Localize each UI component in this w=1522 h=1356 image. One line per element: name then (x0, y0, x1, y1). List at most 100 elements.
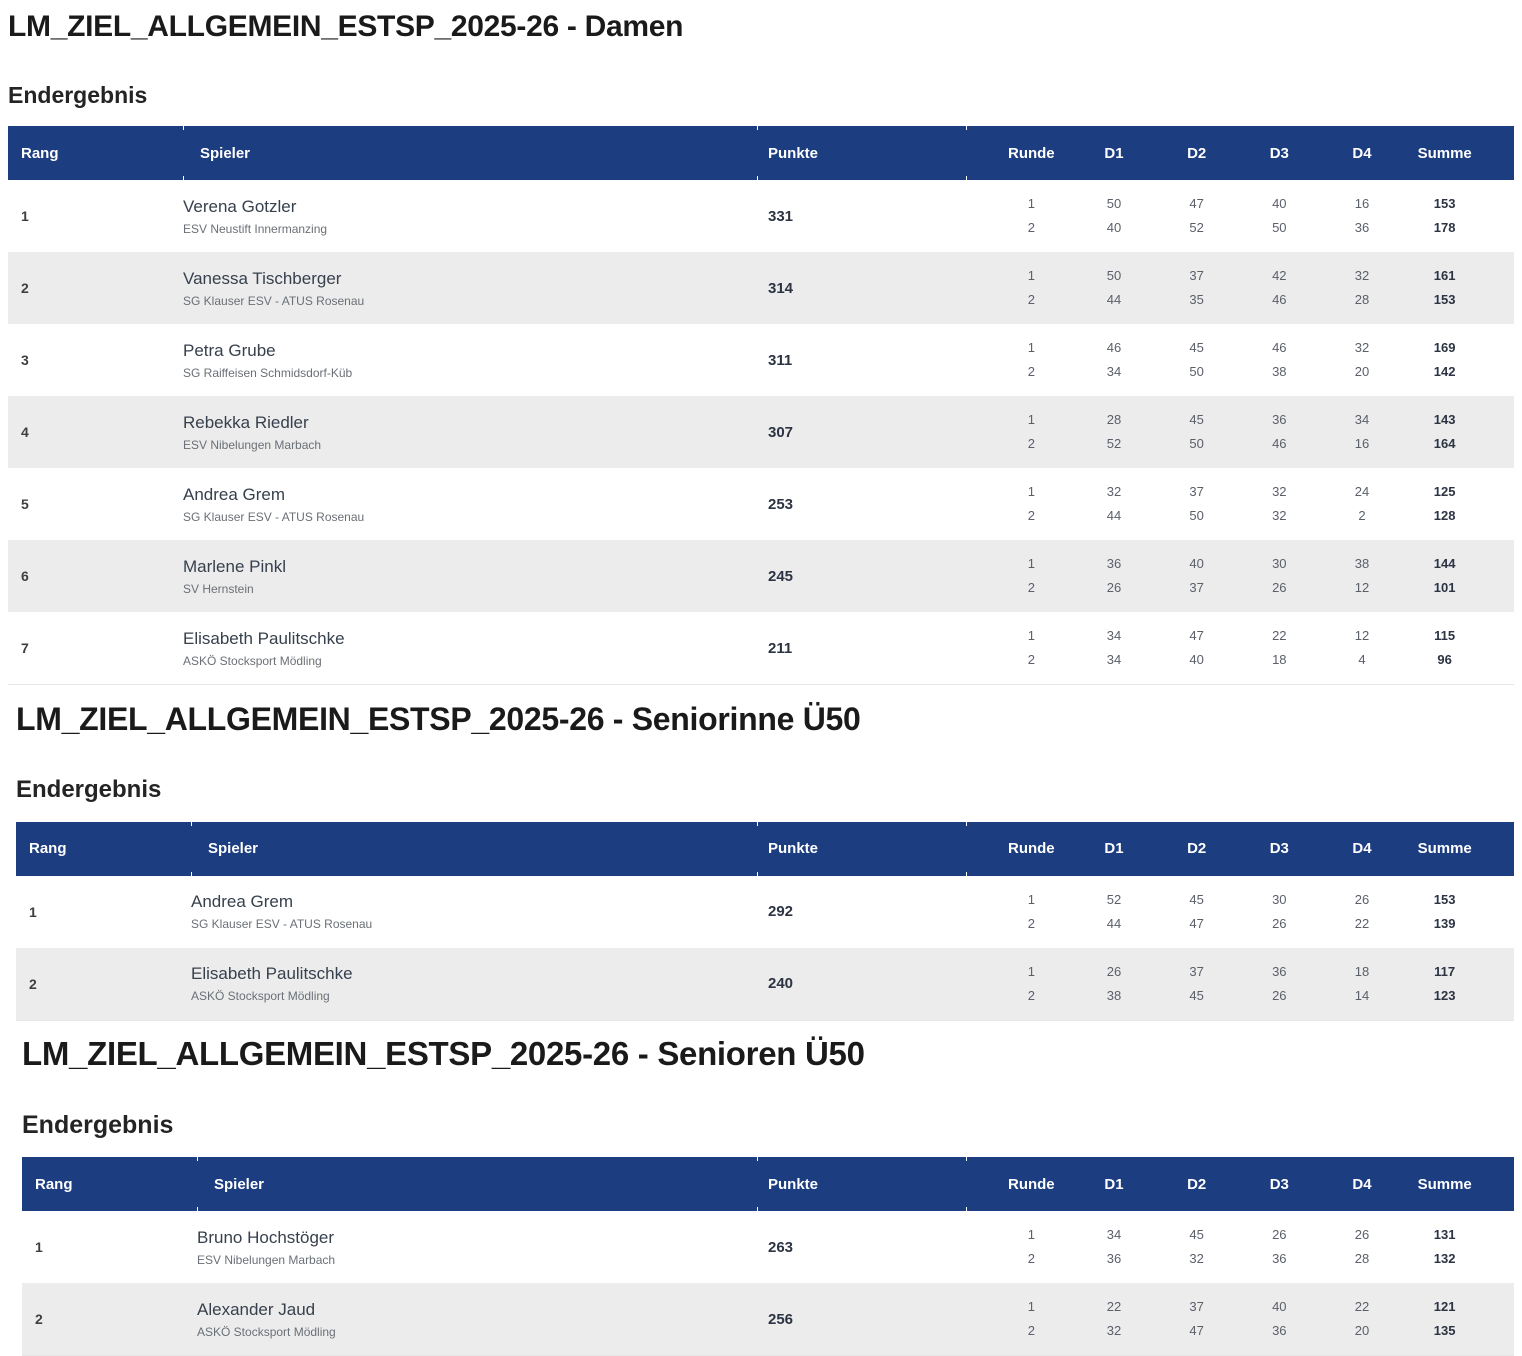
runde-value: 1 (1027, 556, 1035, 572)
column-header-punkte: Punkte (757, 1157, 966, 1212)
d3-value: 40 (1272, 1299, 1287, 1315)
results-page: LM_ZIEL_ALLGEMEIN_ESTSP_2025-26 - Damen … (0, 8, 1522, 1356)
d3-value: 46 (1272, 292, 1287, 308)
runde-value: 1 (1027, 1227, 1035, 1243)
final-result-heading: Endergebnis (8, 81, 148, 108)
column-header-summe: Summe (1417, 144, 1472, 162)
d1-value: 40 (1106, 220, 1122, 236)
d3-value: 26 (1272, 915, 1287, 931)
runde-value: 1 (1027, 196, 1035, 212)
runde-value: 2 (1027, 652, 1035, 668)
column-header-d2: D2 (1187, 144, 1207, 162)
d3-value: 26 (1272, 1227, 1287, 1243)
player-name: Petra Grube (183, 340, 276, 360)
d2-value: 45 (1189, 412, 1204, 428)
d1-value: 46 (1106, 340, 1122, 356)
d1-value: 50 (1106, 268, 1122, 284)
summe-value: 144 (1433, 556, 1456, 572)
d3-value: 36 (1272, 963, 1287, 979)
d3-value: 22 (1272, 628, 1287, 644)
player-name: Vanessa Tischberger (183, 268, 342, 288)
d3-value: 26 (1272, 580, 1287, 596)
rank-cell: 7 (21, 640, 29, 657)
column-header-punkte: Punkte (757, 821, 966, 876)
column-header-rang: Rang (21, 144, 59, 162)
summe-value: 153 (1433, 196, 1456, 212)
summe-value: 132 (1433, 1251, 1456, 1267)
d2-value: 47 (1189, 628, 1204, 644)
d4-value: 2 (1358, 508, 1366, 524)
d1-value: 34 (1106, 364, 1122, 380)
d2-value: 50 (1189, 364, 1204, 380)
d2-value: 37 (1189, 1299, 1204, 1315)
runde-value: 2 (1027, 1251, 1035, 1267)
d4-value: 12 (1354, 628, 1370, 644)
points-cell: 211 (768, 639, 793, 657)
column-header-spieler: Spieler (197, 1157, 757, 1212)
column-header-spieler: Spieler (191, 821, 757, 876)
rank-cell: 6 (21, 568, 29, 585)
table-row: 7 Elisabeth Paulitschke ASKÖ Stocksport … (8, 612, 1514, 684)
runde-value: 2 (1027, 580, 1035, 596)
rounds-cell: 1 50 37 42 32 161 2 44 35 46 28 153 (966, 258, 1514, 318)
d3-value: 32 (1272, 484, 1287, 500)
summe-value: 117 (1434, 963, 1456, 979)
d1-value: 32 (1106, 484, 1122, 500)
d2-value: 37 (1189, 580, 1204, 596)
rank-cell: 2 (21, 280, 29, 297)
d2-value: 45 (1189, 340, 1204, 356)
d1-value: 26 (1106, 963, 1122, 979)
rank-cell: 4 (21, 424, 29, 441)
d1-value: 32 (1106, 1323, 1122, 1339)
d3-value: 40 (1272, 196, 1287, 212)
d3-value: 30 (1272, 556, 1287, 572)
d4-value: 16 (1354, 436, 1370, 452)
d1-value: 36 (1106, 556, 1122, 572)
d1-value: 52 (1106, 891, 1122, 907)
section-title: LM_ZIEL_ALLGEMEIN_ESTSP_2025-26 - Senior… (22, 1034, 865, 1072)
points-cell: 311 (768, 351, 793, 369)
column-header-runde: Runde (1007, 1175, 1055, 1193)
d1-value: 34 (1106, 652, 1122, 668)
result-section: LM_ZIEL_ALLGEMEIN_ESTSP_2025-26 - Damen … (8, 8, 1514, 686)
column-header-runde: Runde (1007, 144, 1055, 162)
d3-value: 32 (1272, 508, 1287, 524)
d4-value: 18 (1354, 963, 1370, 979)
final-result-heading: Endergebnis (22, 1110, 174, 1139)
d3-value: 26 (1272, 987, 1287, 1003)
player-club: SG Klauser ESV - ATUS Rosenau (191, 917, 373, 932)
column-header-d3: D3 (1269, 1175, 1289, 1193)
d3-value: 46 (1272, 340, 1287, 356)
table-row: 6 Marlene Pinkl SV Hernstein 245 1 36 40 30… (8, 540, 1514, 613)
rounds-cell: 1 22 37 40 22 121 2 32 47 36 20 135 (966, 1289, 1514, 1349)
player-name: Elisabeth Paulitschke (191, 964, 353, 984)
d3-value: 38 (1272, 364, 1287, 380)
player-cell: Elisabeth Paulitschke ASKÖ Stocksport Mö… (191, 964, 757, 1003)
d2-value: 47 (1189, 1323, 1204, 1339)
table-row: 1 Andrea Grem SG Klauser ESV - ATUS Rose… (16, 876, 1514, 948)
runde-value: 1 (1027, 268, 1035, 284)
table-row: 1 Bruno Hochstöger ESV Nibelungen Marbac… (22, 1211, 1514, 1283)
points-cell: 307 (768, 423, 794, 441)
points-cell: 263 (768, 1238, 794, 1256)
rank-cell: 2 (35, 1311, 43, 1328)
player-name: Rebekka Riedler (183, 412, 309, 432)
table-row: 5 Andrea Grem SG Klauser ESV - ATUS Rose… (8, 468, 1514, 540)
runde-value: 1 (1027, 484, 1035, 500)
d4-value: 24 (1354, 484, 1370, 500)
summe-value: 123 (1433, 987, 1456, 1003)
d2-value: 40 (1189, 652, 1204, 668)
summe-value: 153 (1433, 292, 1456, 308)
player-club: ASKÖ Stocksport Mödling (197, 1324, 336, 1339)
player-club: SV Hernstein (183, 581, 254, 596)
d4-value: 28 (1354, 1251, 1370, 1267)
points-cell: 240 (768, 975, 794, 993)
summe-value: 115 (1434, 628, 1456, 644)
rank-cell: 2 (29, 975, 37, 992)
table-row: 2 Elisabeth Paulitschke ASKÖ Stocksport … (16, 947, 1514, 1020)
d4-value: 22 (1354, 915, 1370, 931)
runde-value: 2 (1027, 220, 1035, 236)
d1-value: 28 (1106, 412, 1122, 428)
d1-value: 44 (1106, 508, 1122, 524)
column-header-d1: D1 (1104, 144, 1124, 162)
